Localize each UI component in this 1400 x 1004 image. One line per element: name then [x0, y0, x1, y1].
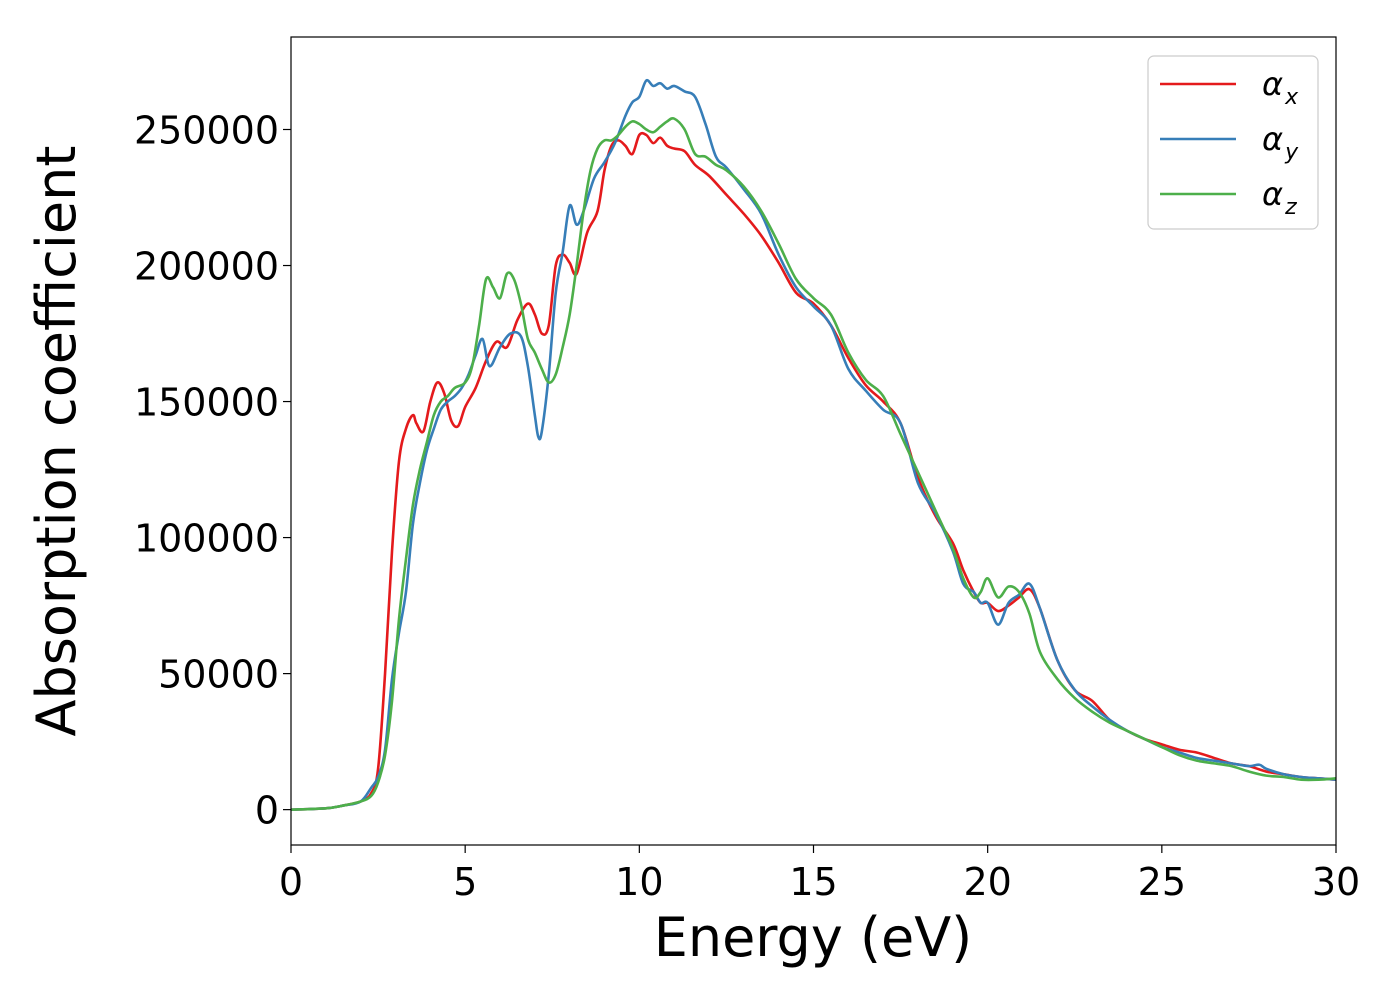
x-tick-label: 0: [279, 860, 303, 904]
series-line-alpha-z: [291, 116, 1336, 811]
y-tick-label: 150000: [134, 381, 279, 425]
legend-box: [1147, 55, 1319, 230]
x-tick-label: 30: [1312, 860, 1360, 904]
y-tick-label: 200000: [134, 245, 279, 289]
y-axis: 0 50000 100000 150000 200000 250000: [134, 108, 291, 833]
y-tick-label: 250000: [134, 108, 279, 152]
x-tick-label: 25: [1138, 860, 1186, 904]
x-tick-label: 5: [453, 860, 477, 904]
y-tick-label: 50000: [158, 653, 279, 697]
y-tick-label: 0: [255, 789, 279, 833]
x-axis: 0 5 10 15 20 25 30: [279, 845, 1360, 904]
x-tick-label: 15: [789, 860, 837, 904]
y-tick-label: 100000: [134, 517, 279, 561]
x-tick-label: 20: [963, 860, 1011, 904]
x-axis-title: Energy (eV): [654, 906, 973, 969]
series-line-alpha-x: [291, 131, 1336, 811]
series-line-alpha-y: [291, 78, 1336, 811]
series-layer: [291, 78, 1336, 811]
x-tick-label: 10: [615, 860, 663, 904]
y-axis-title: Absorption coefficient: [25, 146, 88, 737]
